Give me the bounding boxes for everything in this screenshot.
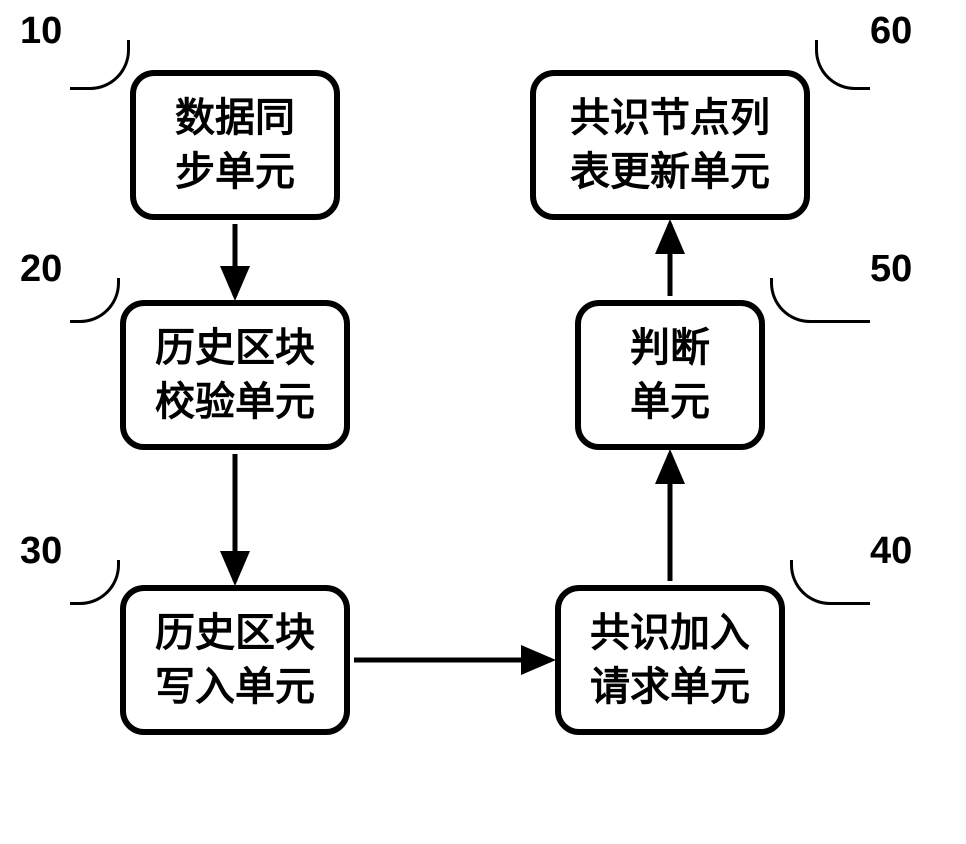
node-n60: 共识节点列表更新单元: [530, 70, 810, 220]
label-n20: 20: [20, 248, 62, 291]
node-n50-line1: 判断: [630, 321, 710, 375]
leader-n50: [770, 278, 870, 323]
node-n20-line2: 校验单元: [155, 375, 315, 429]
leader-n40: [790, 560, 870, 605]
node-n30: 历史区块写入单元: [120, 585, 350, 735]
node-n40: 共识加入请求单元: [555, 585, 785, 735]
leader-n60: [815, 40, 870, 90]
node-n10-line2: 步单元: [175, 145, 295, 199]
node-n50-line2: 单元: [630, 375, 710, 429]
leader-n20: [70, 278, 120, 323]
label-n50: 50: [870, 248, 912, 291]
node-n10-line1: 数据同: [175, 91, 295, 145]
leader-n10: [70, 40, 130, 90]
node-n60-line1: 共识节点列: [570, 91, 770, 145]
node-n40-line1: 共识加入: [590, 606, 750, 660]
label-n10: 10: [20, 10, 62, 53]
diagram-canvas: 数据同步单元10历史区块校验单元20历史区块写入单元30共识加入请求单元40判断…: [0, 0, 966, 844]
label-n30: 30: [20, 530, 62, 573]
node-n20-line1: 历史区块: [155, 321, 315, 375]
label-n60: 60: [870, 10, 912, 53]
label-n40: 40: [870, 530, 912, 573]
node-n30-line1: 历史区块: [155, 606, 315, 660]
node-n20: 历史区块校验单元: [120, 300, 350, 450]
leader-n30: [70, 560, 120, 605]
node-n40-line2: 请求单元: [590, 660, 750, 714]
node-n50: 判断单元: [575, 300, 765, 450]
node-n10: 数据同步单元: [130, 70, 340, 220]
node-n60-line2: 表更新单元: [570, 145, 770, 199]
node-n30-line2: 写入单元: [155, 660, 315, 714]
